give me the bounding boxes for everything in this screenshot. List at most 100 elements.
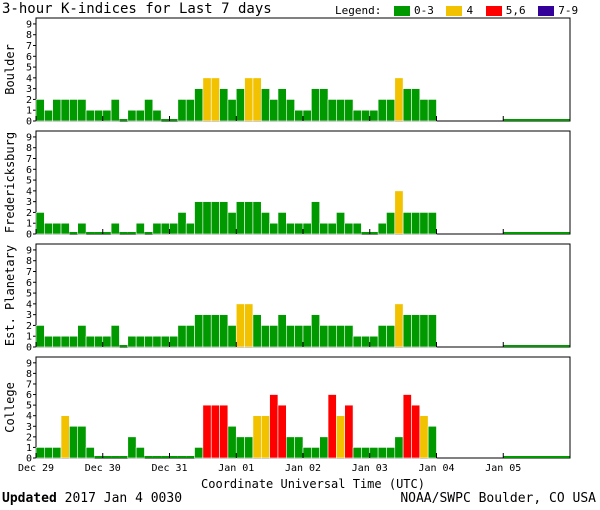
k-index-bar — [361, 447, 371, 459]
k-index-bar — [194, 314, 204, 348]
k-index-bar — [411, 314, 421, 348]
k-index-bar — [102, 109, 112, 122]
k-index-bar — [110, 325, 120, 348]
k-index-bar — [319, 88, 329, 122]
legend-swatch-red — [485, 5, 502, 16]
k-index-bar — [302, 222, 312, 235]
k-index-bar — [177, 212, 187, 235]
k-index-bar — [135, 447, 145, 459]
y-tick-label: 5 — [26, 401, 32, 412]
k-index-bar — [44, 447, 53, 459]
y-tick-label: 3 — [26, 422, 32, 433]
k-index-bar — [386, 99, 396, 122]
y-tick-label: 2 — [26, 321, 32, 332]
k-index-bar — [35, 212, 45, 235]
k-index-bar — [235, 201, 245, 235]
k-index-bar — [69, 99, 79, 122]
y-tick-label: 0 — [26, 343, 32, 354]
y-tick-label: 1 — [26, 332, 32, 343]
k-index-bar — [294, 109, 304, 122]
x-tick-label: Jan 01 — [218, 463, 254, 474]
updated-value: 2017 Jan 4 0030 — [64, 491, 183, 506]
y-tick-label: 3 — [26, 197, 32, 208]
x-tick-label: Dec 30 — [85, 463, 121, 474]
k-index-bar — [419, 212, 429, 235]
y-tick-label: 5 — [26, 63, 32, 74]
k-index-bar — [185, 99, 195, 122]
legend-item-label: 7-9 — [558, 3, 579, 17]
x-tick-label: Jan 05 — [485, 463, 521, 474]
k-index-bar — [252, 415, 262, 459]
k-index-bar — [85, 109, 95, 122]
k-index-bar — [227, 325, 237, 348]
y-tick-label: 1 — [26, 443, 32, 454]
k-index-bar — [77, 222, 87, 235]
k-index-bar — [227, 425, 237, 459]
k-index-bar — [135, 109, 145, 122]
y-tick-label: 8 — [26, 256, 32, 267]
legend-item-5-6: 5,6 — [480, 4, 526, 17]
k-index-bar — [311, 447, 320, 459]
k-index-bar — [394, 77, 404, 122]
k-index-bar — [177, 325, 187, 348]
x-tick-label: Jan 04 — [418, 463, 454, 474]
k-index-bar — [152, 222, 162, 235]
legend-label: Legend: — [335, 3, 382, 17]
y-tick-label: 4 — [26, 299, 32, 310]
k-index-bar — [210, 404, 220, 459]
k-index-bar — [419, 415, 429, 459]
y-tick-label: 8 — [26, 369, 32, 380]
k-index-bar — [369, 109, 379, 122]
legend-item-0-3: 0-3 — [388, 4, 434, 17]
k-index-bar — [202, 77, 212, 122]
y-tick-label: 0 — [26, 117, 32, 128]
k-index-bar — [110, 99, 120, 122]
y-tick-label: 2 — [26, 95, 32, 106]
k-index-bar — [419, 99, 429, 122]
k-index-bar — [244, 77, 254, 122]
k-index-bar — [336, 99, 346, 122]
k-index-bar — [144, 335, 154, 348]
k-index-bar — [352, 447, 362, 459]
k-index-bar — [269, 99, 279, 122]
k-index-bar — [135, 335, 145, 348]
k-index-bar — [135, 222, 145, 235]
k-index-bar — [44, 109, 53, 122]
k-index-bar — [227, 99, 237, 122]
k-index-bar — [69, 335, 79, 348]
legend-swatch-purple — [538, 5, 555, 16]
k-index-bar — [77, 99, 87, 122]
y-tick-label: 7 — [26, 154, 32, 165]
k-index-bar — [377, 222, 387, 235]
legend-swatch-green — [393, 5, 410, 16]
k-index-bar — [327, 99, 337, 122]
k-index-bar — [52, 222, 62, 235]
y-tick-label: 9 — [26, 245, 32, 256]
x-tick-label: Dec 29 — [18, 463, 54, 474]
k-index-bar — [60, 415, 70, 459]
k-index-bar — [219, 201, 229, 235]
k-index-bar — [252, 77, 262, 122]
y-tick-label: 6 — [26, 165, 32, 176]
k-index-bar — [44, 222, 53, 235]
k-index-bar — [344, 404, 354, 459]
legend-item-label: 0-3 — [413, 3, 434, 17]
k-index-bar — [185, 325, 195, 348]
k-index-bar — [269, 222, 279, 235]
y-tick-label: 5 — [26, 176, 32, 187]
k-index-bar — [311, 201, 320, 235]
y-tick-label: 4 — [26, 186, 32, 197]
panel-frame — [35, 130, 571, 235]
k-index-bar — [160, 335, 170, 348]
k-index-bar — [202, 201, 212, 235]
k-index-bar — [344, 222, 354, 235]
y-tick-label: 7 — [26, 41, 32, 52]
k-index-bar — [269, 394, 279, 459]
k-index-bar — [319, 325, 329, 348]
k-index-bar — [361, 109, 371, 122]
x-tick-label: Jan 03 — [352, 463, 388, 474]
k-index-bar — [411, 404, 421, 459]
k-index-bar — [386, 447, 396, 459]
k-index-bar — [427, 314, 437, 348]
